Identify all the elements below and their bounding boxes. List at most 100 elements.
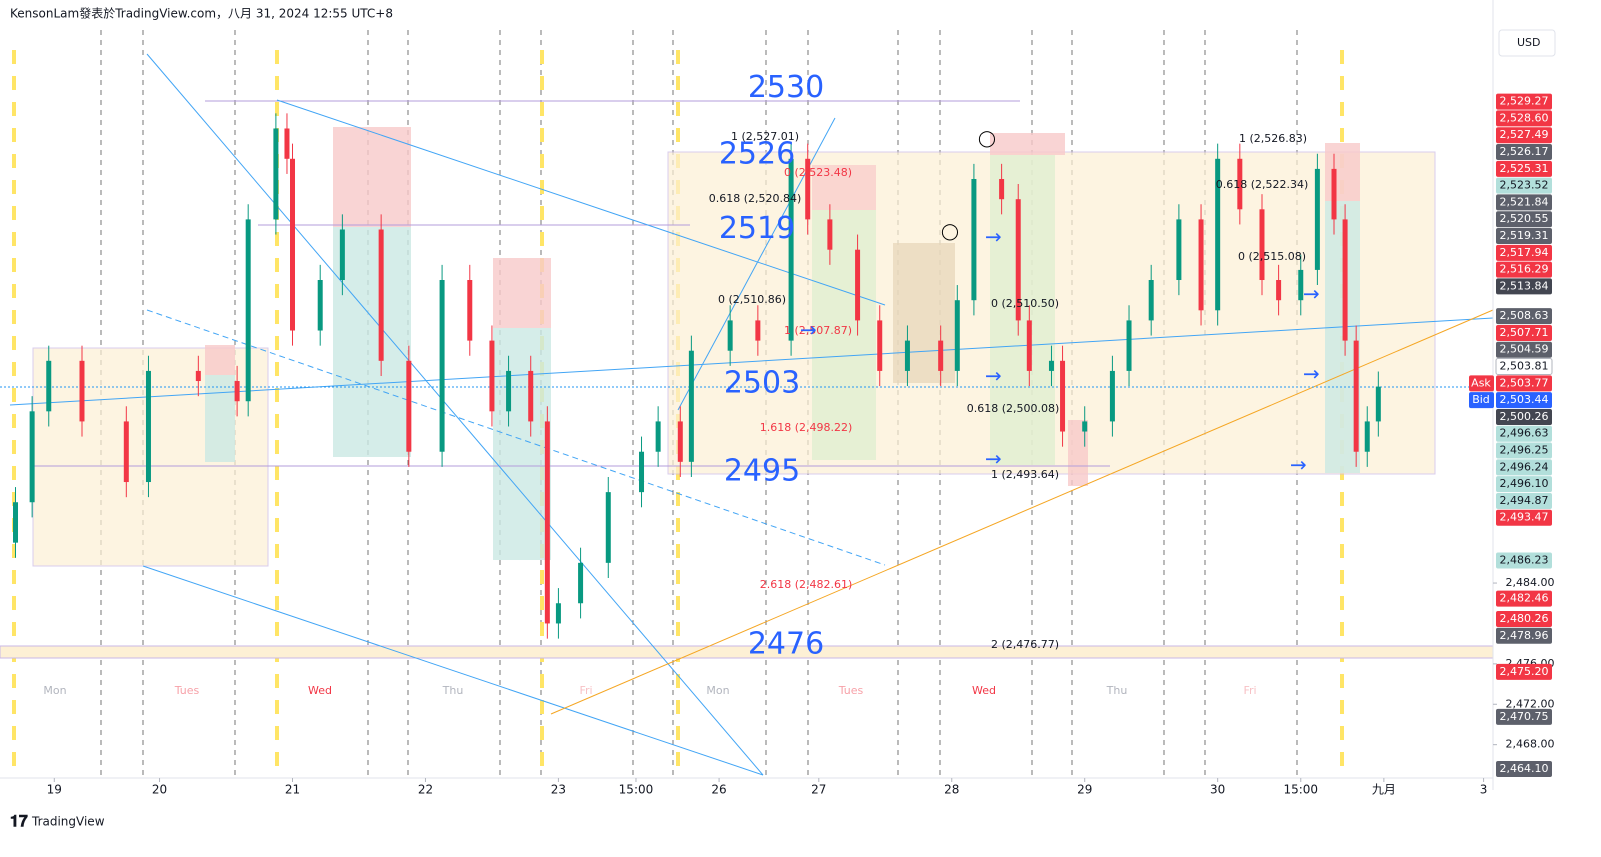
level-label: 2503 <box>724 366 800 401</box>
candle-body <box>755 320 761 341</box>
candle-body <box>999 178 1005 200</box>
price-label: 2,521.84 <box>1500 195 1549 208</box>
candle-body <box>1015 199 1021 321</box>
level-label: 2519 <box>719 211 795 246</box>
price-label: 2,486.23 <box>1500 554 1549 567</box>
candle-body <box>938 340 944 371</box>
fib-label: 1 (2,507.87) <box>784 324 852 337</box>
candle-body <box>605 492 611 563</box>
candle-body <box>234 381 240 402</box>
price-label: 2,519.31 <box>1500 229 1549 242</box>
candle-body <box>904 340 910 371</box>
price-label: 2,496.10 <box>1500 477 1549 490</box>
trend-line <box>9 317 1494 406</box>
x-tick-label: 19 <box>47 783 62 797</box>
candle-body <box>145 370 151 483</box>
fib-label: 0.618 (2,520.84) <box>709 192 802 205</box>
y-tick-label: 2,484.00 <box>1506 576 1555 589</box>
price-label-box <box>1496 392 1552 409</box>
price-label-box <box>1496 324 1552 341</box>
fib-label: 1 (2,526.83) <box>1239 132 1307 145</box>
candle-body <box>1198 219 1204 311</box>
arrow: → <box>1303 282 1320 306</box>
price-label: 2,503.81 <box>1500 360 1549 373</box>
price-label: 2,507.71 <box>1500 326 1549 339</box>
price-label: 2,496.24 <box>1500 460 1549 473</box>
price-label-box <box>1496 211 1552 228</box>
candle-body <box>1375 386 1381 422</box>
candle-body <box>245 219 251 402</box>
price-label: 2,528.60 <box>1500 111 1549 124</box>
price-tag: Ask <box>1471 376 1491 389</box>
day-label: Tues <box>174 684 200 697</box>
trend-line <box>276 99 886 306</box>
candle-body <box>439 280 445 452</box>
zone <box>990 155 1055 465</box>
fib-label: 2 (2,476.77) <box>991 638 1059 651</box>
candle-body <box>1176 219 1182 281</box>
candle-body <box>1048 360 1054 371</box>
fib-label: 0.618 (2,522.34) <box>1216 178 1309 191</box>
level-label: 2526 <box>719 136 795 171</box>
price-label: 2,513.84 <box>1500 279 1549 292</box>
price-label-box <box>1496 194 1552 211</box>
price-label: 2,480.26 <box>1500 612 1549 625</box>
candle-body <box>544 421 550 624</box>
x-tick-label: 28 <box>944 783 959 797</box>
price-label: 2,500.26 <box>1500 410 1549 423</box>
zone <box>812 165 876 210</box>
price-label-box <box>1496 278 1552 295</box>
arrow: → <box>985 447 1002 471</box>
candle-body <box>1314 168 1320 270</box>
currency-box[interactable] <box>1498 29 1556 57</box>
fib-label: 0 (2,515.08) <box>1238 250 1306 263</box>
candle-body <box>1259 209 1265 281</box>
candle-body <box>339 229 345 281</box>
price-label-box <box>1495 358 1553 376</box>
day-label: Tues <box>838 684 864 697</box>
zone <box>1325 143 1360 201</box>
candle-body <box>1126 320 1132 371</box>
x-tick-label: 22 <box>418 783 433 797</box>
marker: ◯ <box>978 129 996 148</box>
price-label: 2,482.46 <box>1500 592 1549 605</box>
day-label: Wed <box>308 684 332 697</box>
candle-body <box>639 451 645 493</box>
fib-label: 1.618 (2,498.22) <box>760 421 853 434</box>
candle-body <box>1364 421 1370 452</box>
candle-body <box>13 502 19 543</box>
fib-label: 0 (2,523.48) <box>784 166 852 179</box>
arrow: → <box>1303 362 1320 386</box>
x-tick-label: 29 <box>1077 783 1092 797</box>
candle-body <box>506 370 512 412</box>
zone <box>493 328 551 560</box>
price-label-box <box>1496 610 1552 627</box>
y-tick-label: 2,468.00 <box>1506 738 1555 751</box>
arrow: → <box>800 318 817 342</box>
candle-body <box>855 249 861 321</box>
fib-label: 1 (2,493.64) <box>991 468 1059 481</box>
price-label-box <box>1496 663 1552 680</box>
price-label-box <box>1496 127 1552 144</box>
candle-body <box>406 360 412 452</box>
price-label-box <box>1496 144 1552 161</box>
candle-body <box>528 370 534 422</box>
candle-body <box>805 158 811 220</box>
price-label: 2,508.63 <box>1500 309 1549 322</box>
day-label: Fri <box>579 684 592 697</box>
candle-body <box>971 178 977 301</box>
price-label-box <box>1496 459 1552 476</box>
x-tick-label: 15:00 <box>619 783 654 797</box>
candle-body <box>489 340 495 412</box>
price-label-box <box>1496 761 1552 777</box>
candle-body <box>29 411 35 503</box>
arrow: → <box>985 225 1002 249</box>
candle-body <box>688 350 694 462</box>
level-label: 2530 <box>748 70 824 105</box>
currency[interactable]: USD <box>1517 36 1541 49</box>
price-label-box <box>1496 308 1552 325</box>
header: KensonLam發表於TradingView.com，八月 31, 2024 … <box>10 6 393 21</box>
candle-body <box>578 562 584 604</box>
candle-body <box>123 421 129 483</box>
